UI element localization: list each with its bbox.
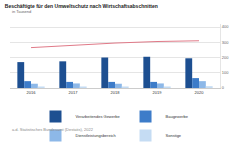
svg-text:0: 0	[222, 85, 225, 90]
svg-text:2019: 2019	[153, 90, 163, 95]
svg-text:Beschäftigte für den Umweltsch: Beschäftigte für den Umweltschutz nach W…	[5, 3, 158, 9]
svg-text:2020: 2020	[195, 90, 205, 95]
svg-text:2016: 2016	[27, 90, 37, 95]
svg-text:in Tausend: in Tausend	[12, 9, 31, 14]
svg-text:200: 200	[222, 55, 229, 60]
svg-text:300: 300	[222, 40, 229, 45]
svg-text:Baugewerbe: Baugewerbe	[166, 114, 189, 119]
svg-text:Sonstige: Sonstige	[166, 133, 182, 138]
svg-text:Dienstleistungsbereich: Dienstleistungsbereich	[76, 133, 116, 138]
svg-text:a.d. Statistisches Bundesamt (: a.d. Statistisches Bundesamt (Destatis),…	[12, 127, 94, 132]
svg-text:100: 100	[222, 70, 229, 75]
svg-text:400: 400	[222, 24, 229, 29]
svg-text:2018: 2018	[111, 90, 121, 95]
svg-text:Verarbeitendes Gewerbe: Verarbeitendes Gewerbe	[76, 114, 121, 119]
svg-text:2017: 2017	[69, 90, 79, 95]
